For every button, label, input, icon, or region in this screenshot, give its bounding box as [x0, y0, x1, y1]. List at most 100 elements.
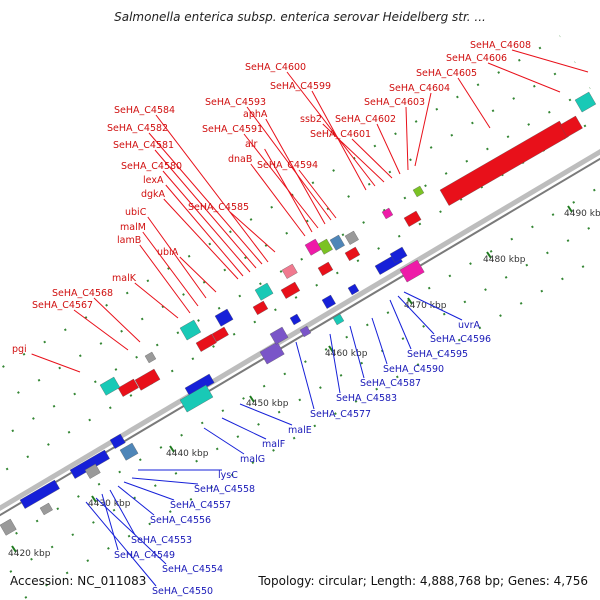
gene-label-forward[interactable]: alr: [245, 139, 257, 150]
gene-label-forward[interactable]: SeHA_C4608: [470, 40, 531, 51]
leader-line-reverse: [397, 295, 435, 335]
gene-label-reverse[interactable]: SeHA_C4595: [407, 349, 468, 360]
feature-box: [399, 259, 425, 283]
gene-label-forward[interactable]: pgi: [12, 344, 27, 355]
gene-label-forward[interactable]: dnaB: [228, 154, 252, 165]
leader-line-forward: [134, 282, 179, 319]
label-leader-lines: [31, 49, 589, 587]
gene-label-forward[interactable]: SeHA_C4601: [310, 129, 371, 140]
leader-line-forward: [93, 297, 141, 343]
leader-line-forward: [155, 114, 269, 263]
gene-label-reverse[interactable]: SeHA_C4553: [131, 535, 192, 546]
feature-box: [119, 442, 139, 461]
gene-label-reverse[interactable]: SeHA_C4550: [152, 586, 213, 597]
scale-tick: 4470 kbp: [404, 297, 447, 311]
gene-label-reverse[interactable]: malE: [288, 425, 312, 436]
gene-label-reverse[interactable]: SeHA_C4596: [430, 334, 491, 345]
gene-label-reverse[interactable]: malG: [240, 454, 265, 465]
gene-label-reverse[interactable]: SeHA_C4587: [360, 378, 421, 389]
leader-line-forward: [250, 163, 306, 237]
leader-line-forward: [246, 106, 332, 221]
gene-label-reverse[interactable]: SeHA_C4577: [310, 409, 371, 420]
gene-label-reverse[interactable]: lysC: [218, 470, 238, 481]
gene-label-reverse[interactable]: SeHA_C4554: [162, 564, 223, 575]
gene-label-forward[interactable]: SeHA_C4599: [270, 81, 331, 92]
reverse-gene: [19, 479, 60, 509]
scale-tick: 4460 kbp: [325, 345, 368, 359]
leader-line-forward: [351, 138, 393, 179]
scale-tick: 4480 kbp: [483, 251, 526, 265]
gene-label-forward[interactable]: SeHA_C4591: [202, 124, 263, 135]
gene-label-forward[interactable]: dgkA: [141, 189, 166, 200]
gene-label-forward[interactable]: SeHA_C4602: [335, 114, 396, 125]
tick-mark: [11, 545, 17, 553]
leader-line-reverse: [123, 481, 175, 501]
gene-label-reverse[interactable]: malF: [262, 439, 285, 450]
feature-box: [39, 502, 53, 516]
gene-label-forward[interactable]: ubiA: [157, 247, 179, 258]
gene-label-forward[interactable]: lamB: [117, 235, 141, 246]
gene-label-forward[interactable]: ssb2: [300, 114, 322, 125]
leader-line-reverse: [95, 497, 167, 565]
leader-line-reverse: [371, 317, 388, 365]
leader-line-reverse: [131, 477, 199, 485]
leader-line-forward: [73, 309, 129, 351]
gene-label-forward[interactable]: SeHA_C4582: [107, 123, 168, 134]
gene-label-forward[interactable]: SeHA_C4580: [121, 161, 182, 172]
feature-box: [84, 463, 101, 479]
leader-line-reverse: [295, 341, 315, 410]
gene-label-reverse[interactable]: SeHA_C4556: [150, 515, 211, 526]
gene-label-forward[interactable]: SeHA_C4568: [52, 288, 113, 299]
scale-tick: 4430 kbp: [88, 495, 131, 509]
gene-label-reverse[interactable]: SeHA_C4590: [383, 364, 444, 375]
leader-line-forward: [376, 123, 401, 175]
gene-label-forward[interactable]: ubiC: [125, 207, 147, 218]
tick-mark: [169, 445, 175, 453]
gene-label-forward[interactable]: SeHA_C4593: [205, 97, 266, 108]
gene-label-forward[interactable]: aphA: [243, 109, 268, 120]
gene-label-reverse[interactable]: SeHA_C4557: [170, 500, 231, 511]
leader-line-forward: [162, 170, 251, 273]
gene-label-forward[interactable]: malM: [120, 222, 146, 233]
gene-label-forward[interactable]: malK: [112, 273, 137, 284]
feature-box: [574, 91, 597, 113]
leader-line-forward: [147, 216, 207, 299]
forward-gene: [211, 326, 229, 342]
tick-mark: [249, 395, 255, 403]
gene-label-forward[interactable]: SeHA_C4603: [364, 97, 425, 108]
leader-line-reverse: [239, 403, 293, 426]
tick-label: 4480 kbp: [483, 255, 526, 265]
gene-label-forward[interactable]: SeHA_C4585: [188, 202, 249, 213]
leader-line-reverse: [221, 417, 267, 440]
leader-line-forward: [148, 132, 263, 265]
tick-label: 4430 kbp: [88, 499, 131, 509]
gene-label-forward[interactable]: SeHA_C4584: [114, 105, 175, 116]
gene-label-forward[interactable]: SeHA_C4567: [32, 300, 93, 311]
feature-box: [0, 518, 17, 536]
leader-line-reverse: [101, 493, 119, 551]
gene-label-forward[interactable]: SeHA_C4605: [416, 68, 477, 79]
gene-label-forward[interactable]: SeHA_C4594: [257, 160, 318, 171]
accession-label: Accession: NC_011083: [10, 574, 147, 588]
gene-label-forward[interactable]: SeHA_C4606: [446, 53, 507, 64]
leader-line-forward: [179, 256, 217, 293]
gene-label-forward[interactable]: lexA: [143, 175, 164, 186]
gene-label-forward[interactable]: SeHA_C4581: [113, 140, 174, 151]
feature-box: [99, 376, 121, 396]
gene-label-reverse[interactable]: SeHA_C4583: [336, 393, 397, 404]
gene-label-reverse[interactable]: SeHA_C4549: [114, 550, 175, 561]
gene-label-forward[interactable]: SeHA_C4604: [389, 83, 450, 94]
leader-line-forward: [298, 169, 337, 219]
leader-line-reverse: [85, 501, 157, 587]
leader-line-forward: [311, 90, 367, 191]
gene-features: [0, 91, 597, 536]
tick-label: 4420 kbp: [8, 549, 51, 559]
reverse-gene: [389, 246, 408, 263]
forward-gene: [134, 368, 161, 391]
tick-label: 4440 kbp: [166, 449, 209, 459]
gene-label-reverse[interactable]: uvrA: [458, 320, 481, 331]
leader-line-reverse: [203, 427, 245, 455]
gene-label-reverse[interactable]: SeHA_C4558: [194, 484, 255, 495]
gene-label-forward[interactable]: SeHA_C4600: [245, 62, 306, 73]
